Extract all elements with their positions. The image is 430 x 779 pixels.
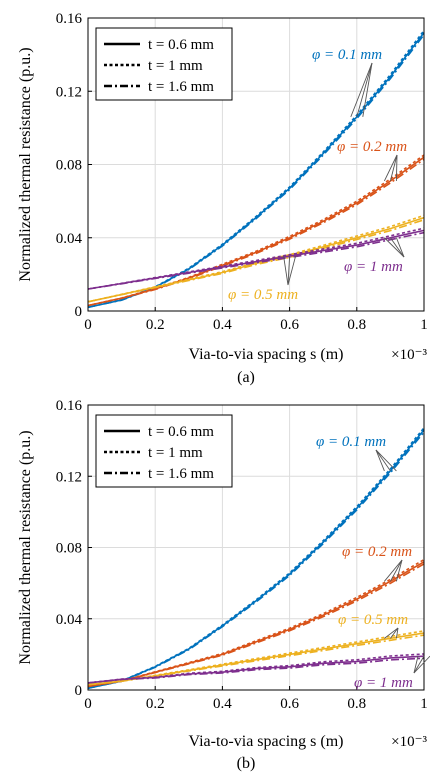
series-line <box>87 34 425 309</box>
label-pointer <box>283 255 289 286</box>
label-pointer <box>395 237 405 258</box>
x-tick-label: 0.4 <box>213 696 232 712</box>
label-pointer <box>383 154 398 182</box>
legend-entry: t = 1 mm <box>148 58 203 74</box>
series-label: φ = 1 mm <box>354 675 413 691</box>
y-tick-label: 0.08 <box>56 158 82 174</box>
x-multiplier: ×10⁻³ <box>391 734 427 750</box>
series-label: φ = 0.1 mm <box>312 47 382 63</box>
x-tick-label: 1 <box>420 696 428 712</box>
label-pointer <box>375 449 391 472</box>
series-line <box>87 219 425 303</box>
series-annotations: φ = 0.1 mm φ = 0.2 mm φ = 0.5 mm φ = 1 mm <box>228 47 407 303</box>
label-pointer <box>375 449 397 472</box>
series-line <box>87 154 425 307</box>
y-tick-label: 0 <box>75 683 83 699</box>
series-line <box>87 634 425 686</box>
series-label: φ = 1 mm <box>344 259 403 275</box>
x-tick-label: 0.8 <box>347 317 366 333</box>
series-line <box>87 30 425 309</box>
label-pointer <box>362 62 373 117</box>
legend-entry: t = 0.6 mm <box>148 424 214 440</box>
label-pointer <box>413 656 419 674</box>
series-line <box>87 227 425 290</box>
legend-box <box>95 27 233 101</box>
series-group <box>87 427 425 689</box>
label-pointer <box>389 154 398 182</box>
label-pointer <box>384 627 399 639</box>
series-line <box>87 558 425 688</box>
legend-box <box>95 414 233 488</box>
legend-entry: t = 1 mm <box>148 445 203 461</box>
x-tick-label: 0.2 <box>146 317 165 333</box>
y-tick-label: 0.04 <box>56 231 83 247</box>
series-label: φ = 0.1 mm <box>316 434 386 450</box>
y-tick-label: 0.12 <box>56 469 82 485</box>
x-tick-label: 0 <box>84 696 92 712</box>
x-tick-label: 0.6 <box>280 317 299 333</box>
legend-entry: t = 1.6 mm <box>148 79 214 95</box>
series-label: φ = 0.2 mm <box>342 544 412 560</box>
label-pointer <box>287 255 297 286</box>
label-pointer <box>395 627 399 639</box>
label-pointer <box>384 559 403 582</box>
x-axis-label: Via-to-via spacing s (m) <box>189 346 344 363</box>
y-axis-label: Normalized thermal resistance (p.u.) <box>17 430 34 664</box>
chart-a: 0 0.2 0.4 0.6 0.8 1 0 0.04 0.08 0.12 0.16 ×10⁻³ Via-… <box>17 11 428 386</box>
x-axis-label: Via-to-via spacing s (m) <box>189 733 344 750</box>
label-pointer <box>390 627 399 639</box>
label-pointer <box>413 655 425 674</box>
y-tick-label: 0.16 <box>56 11 83 27</box>
y-axis-label: Normalized thermal resistance (p.u.) <box>17 47 34 281</box>
label-pointer <box>395 154 398 181</box>
series-annotations: φ = 0.1 mm φ = 0.2 mm φ = 0.5 mm φ = 1 mm <box>316 434 430 691</box>
x-tick-label: 0.4 <box>213 317 232 333</box>
x-tick-label: 0.2 <box>146 696 165 712</box>
y-tick-label: 0.16 <box>56 398 83 414</box>
chart-b: 0 0.2 0.4 0.6 0.8 1 0 0.04 0.08 0.12 0.16 ×10⁻³ Via-… <box>17 398 430 772</box>
series-line <box>87 653 425 684</box>
label-pointer <box>375 449 385 472</box>
label-pointer <box>390 237 405 258</box>
x-tick-label: 0.8 <box>347 696 366 712</box>
label-pointer <box>384 237 405 258</box>
x-tick-label: 1 <box>420 317 428 333</box>
series-label: φ = 0.2 mm <box>337 139 407 155</box>
label-pointer <box>390 559 403 582</box>
label-pointer <box>350 62 373 118</box>
series-line <box>87 158 425 307</box>
y-tick-label: 0.04 <box>56 612 83 628</box>
y-tick-label: 0.08 <box>56 541 82 557</box>
series-line <box>87 563 425 688</box>
label-pointer <box>395 559 403 582</box>
legend-entry: t = 0.6 mm <box>148 37 214 53</box>
label-pointer <box>287 256 291 286</box>
series-label: φ = 0.5 mm <box>338 612 408 628</box>
series-line <box>87 231 425 290</box>
figure-caption: (a) <box>237 369 255 386</box>
label-pointer <box>356 62 373 118</box>
y-tick-label: 0 <box>75 304 83 320</box>
x-tick-label: 0.6 <box>280 696 299 712</box>
y-tick-label: 0.12 <box>56 84 82 100</box>
x-multiplier: ×10⁻³ <box>391 347 427 363</box>
label-pointer <box>413 655 430 674</box>
legend: t = 0.6 mm t = 1 mm t = 1.6 mm <box>95 27 233 101</box>
x-tick-label: 0 <box>84 317 92 333</box>
series-line <box>87 429 425 689</box>
series-label: φ = 0.5 mm <box>228 287 298 303</box>
figure-caption: (b) <box>237 755 256 772</box>
legend: t = 0.6 mm t = 1 mm t = 1.6 mm <box>95 414 233 488</box>
legend-entry: t = 1.6 mm <box>148 466 214 482</box>
series-group <box>87 30 425 309</box>
